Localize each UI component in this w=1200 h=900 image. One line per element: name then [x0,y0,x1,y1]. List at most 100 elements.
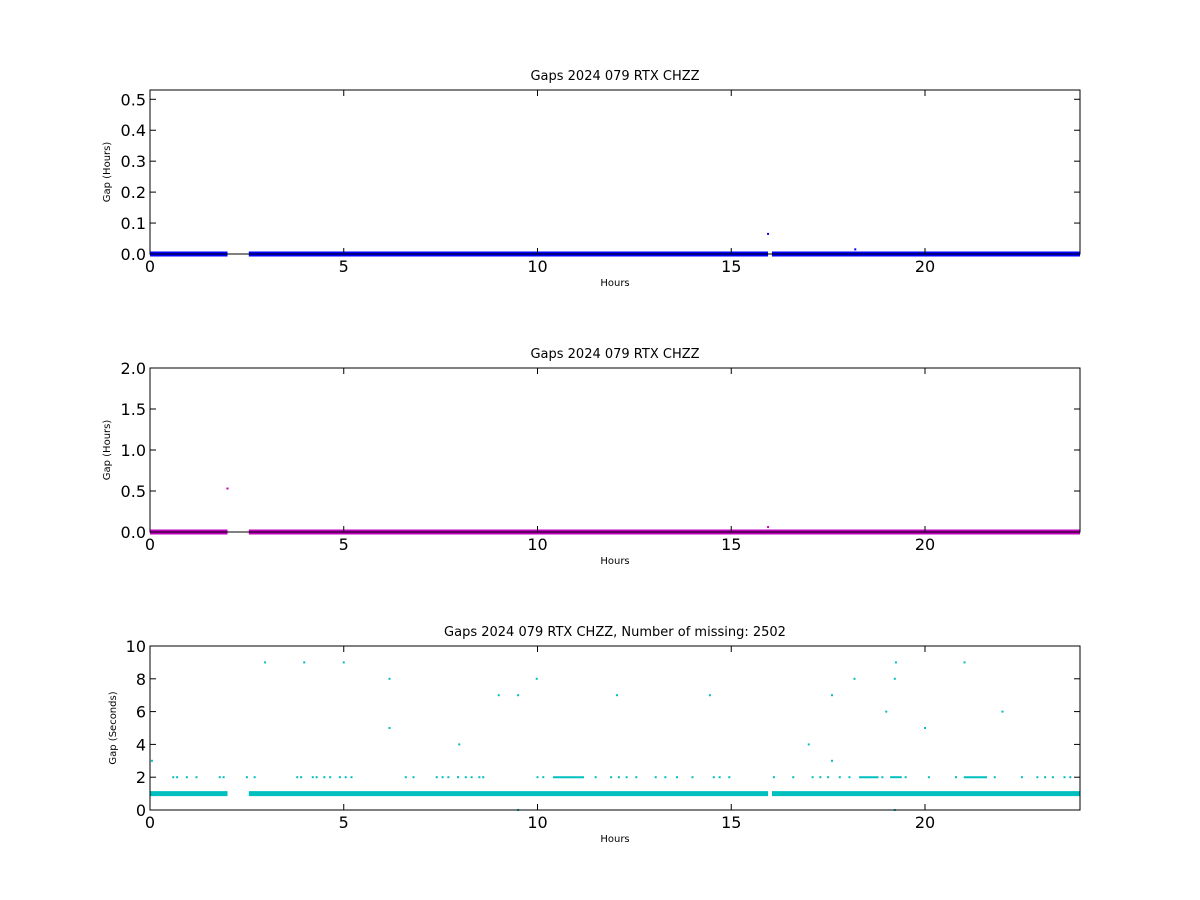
plot-frame [149,89,1081,255]
data-point-75 [955,776,957,779]
data-point-25 [176,776,179,779]
x-axis-label: Hours [600,834,629,845]
y-tick-label: 0.0 [121,245,146,264]
data-point-1 [264,661,267,664]
data-point-47 [464,776,467,779]
data-point-61 [691,776,694,779]
data-point-27 [195,776,198,779]
data-point-55 [617,776,620,779]
data-point-0 [767,232,770,235]
x-tick-label: 20 [915,257,935,276]
y-tick-label: 4 [136,735,146,754]
x-tick-label: 15 [721,535,741,554]
data-point-30 [245,776,248,779]
data-point-42 [412,776,415,779]
panel-hours-blue: Gaps 2024 079 RTX CHZZ 0 5 10 15 20 0.0 0.1 0.2… [102,69,1081,289]
data-point-11 [708,694,711,697]
y-tick-label: 2.0 [121,359,146,378]
data-point-52 [542,776,545,779]
data-point-59 [664,776,667,779]
chart-title: Gaps 2024 079 RTX CHZZ [530,347,699,362]
y-tick-label: 1.0 [121,441,146,460]
data-point-38 [338,776,341,779]
data-point-41 [404,776,407,779]
x-tick-label: 0 [145,813,155,832]
data-point-3 [342,661,345,664]
data-point-70 [838,776,841,779]
data-point-82 [1069,776,1072,779]
panel-seconds-cyan: Gaps 2024 079 RTX CHZZ, Number of missin… [108,625,1081,845]
x-tick-label: 10 [527,257,547,276]
chart-title: Gaps 2024 079 RTX CHZZ [530,69,699,84]
plot-frame [149,367,1081,533]
data-point-0 [150,759,153,762]
x-tick-label: 5 [339,535,349,554]
data-point-24 [172,776,175,779]
data-point-19 [924,727,926,729]
y-tick-label: 0.0 [121,523,146,542]
data-point-50 [482,776,485,779]
y-axis-label: Gap (Seconds) [108,691,119,764]
data-point-53 [594,776,597,779]
x-tick-label: 0 [145,535,155,554]
data-point-7 [497,694,500,697]
x-tick-label: 20 [915,813,935,832]
x-tick-label: 15 [721,257,741,276]
x-tick-label: 10 [527,813,547,832]
data-point-76 [993,776,996,779]
data-point-39 [344,776,347,779]
data-point-26 [185,776,188,779]
data-point-37 [329,776,332,779]
y-tick-label: 0.2 [121,183,146,202]
x-axis-label: Hours [600,278,629,289]
y-tick-label: 2 [136,768,146,787]
data-point-12 [807,743,810,746]
data-point-80 [1051,776,1054,779]
data-point-17 [894,661,897,664]
data-point-46 [457,776,460,779]
data-point-40 [350,776,353,779]
data-point-69 [827,776,830,779]
plot-frame [149,645,1081,811]
data-point-21 [1001,710,1004,713]
data-point-2 [303,661,306,664]
data-point-57 [635,776,638,779]
x-axis-label: Hours [600,556,629,567]
data-point-6 [458,743,461,746]
data-point-20 [963,661,966,664]
data-point-28 [218,776,221,779]
data-point-36 [323,776,326,779]
x-tick-label: 20 [915,535,935,554]
data-point-13 [831,694,833,697]
data-point-81 [1063,776,1066,779]
data-point-14 [831,759,833,762]
data-point-62 [712,776,715,779]
data-point-33 [300,776,303,779]
data-point-74 [927,776,930,779]
chart-title: Gaps 2024 079 RTX CHZZ, Number of missin… [444,625,786,640]
data-point-4 [388,677,391,680]
data-point-78 [1036,776,1039,779]
y-tick-label: 8 [136,670,146,689]
data-point-43 [435,776,438,779]
data-point-5 [388,727,391,729]
y-tick-label: 1.5 [121,400,146,419]
x-tick-label: 15 [721,813,741,832]
data-point-56 [625,776,628,779]
data-point-51 [536,776,539,779]
data-point-45 [447,776,450,779]
data-point-34 [311,776,314,779]
data-point-60 [676,776,678,779]
y-tick-label: 0.3 [121,152,146,171]
y-tick-label: 6 [136,703,146,722]
y-axis-label: Gap (Hours) [102,142,113,203]
data-point-66 [792,776,795,779]
data-point-32 [296,776,299,779]
data-point-65 [772,776,775,779]
y-tick-label: 0.1 [121,214,146,233]
data-point-10 [615,694,618,697]
x-tick-label: 0 [145,257,155,276]
data-point-63 [718,776,721,779]
y-tick-label: 0.5 [121,482,146,501]
